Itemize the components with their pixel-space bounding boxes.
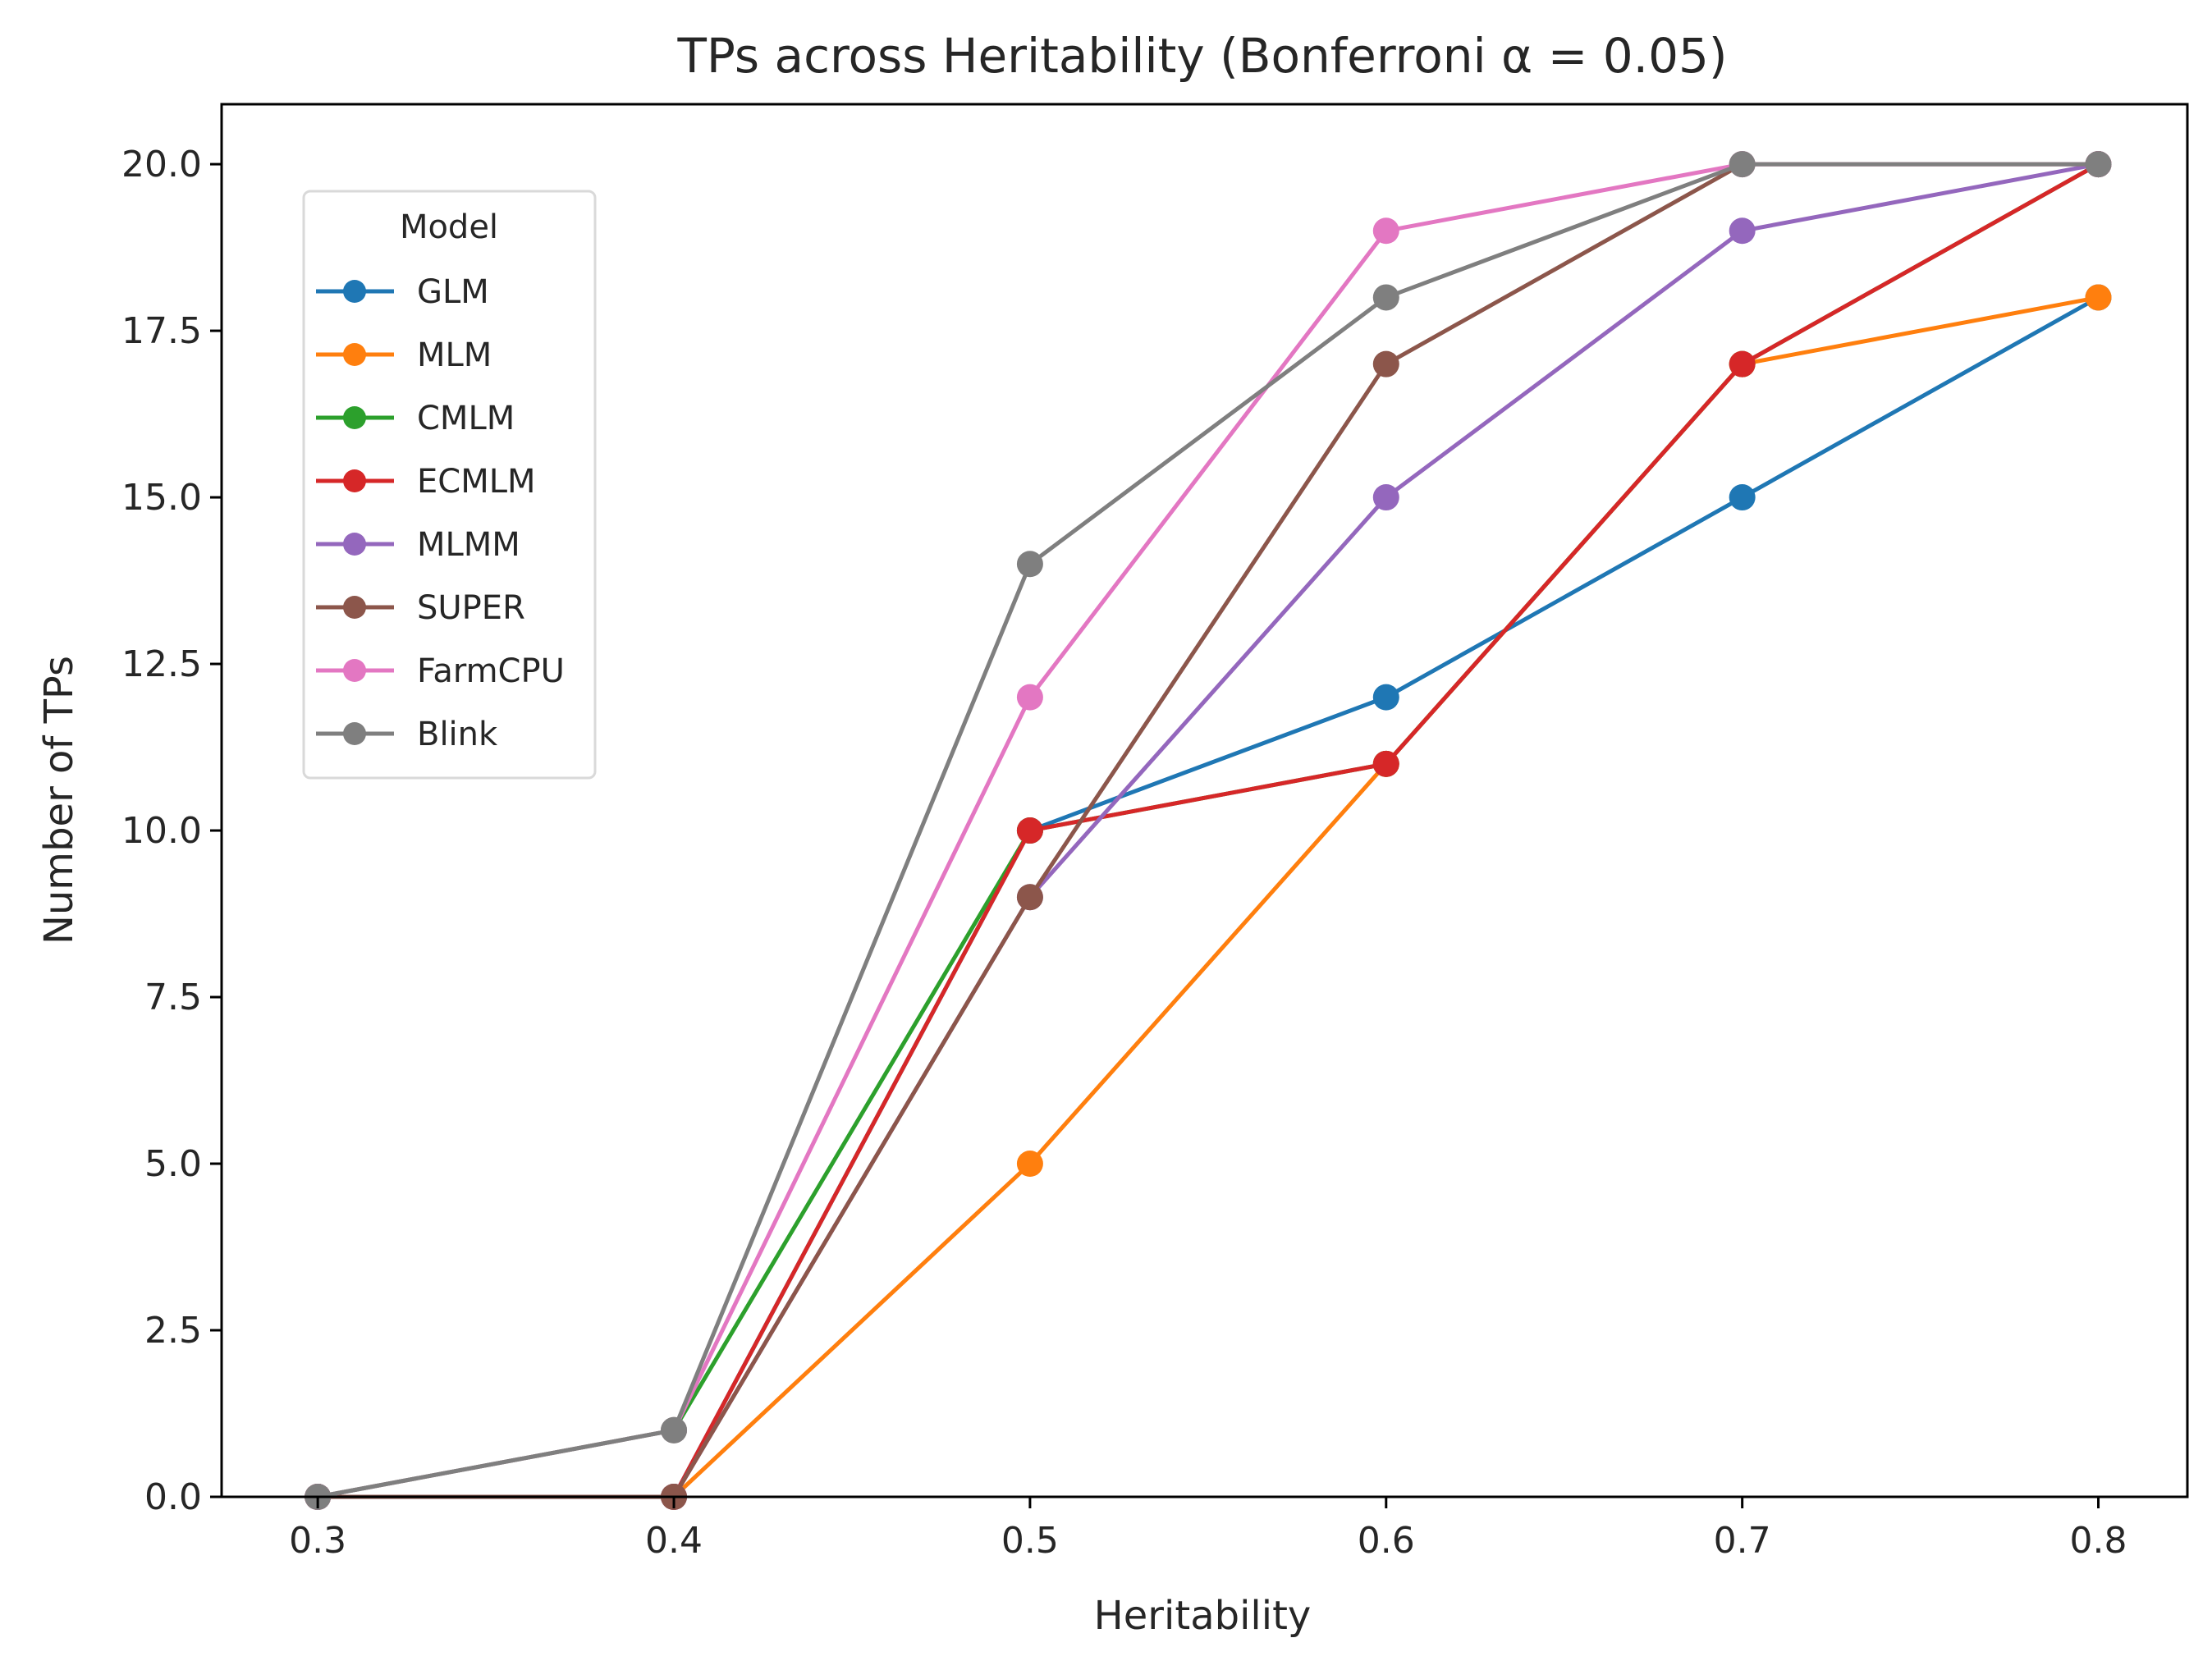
legend-item-glm: GLM <box>316 273 489 311</box>
y-tick-label: 5.0 <box>144 1143 202 1185</box>
legend-item-ecmlm: ECMLM <box>316 463 536 501</box>
data-point <box>1729 151 1756 178</box>
x-tick-label: 0.8 <box>2070 1520 2127 1562</box>
legend-marker <box>343 596 366 619</box>
y-tick-label: 10.0 <box>121 810 202 852</box>
legend-item-farmcpu: FarmCPU <box>316 652 565 690</box>
chart-title: TPs across Heritability (Bonferroni α = … <box>676 28 1727 84</box>
legend-label: Blink <box>417 716 498 753</box>
legend-title: Model <box>400 208 498 246</box>
legend-label: FarmCPU <box>417 652 565 690</box>
data-point <box>1372 284 1399 311</box>
y-axis-title: Number of TPs <box>36 656 82 945</box>
legend-marker <box>343 533 366 556</box>
legend-label: MLMM <box>417 526 520 564</box>
x-tick-label: 0.3 <box>289 1520 346 1562</box>
data-point <box>1016 551 1043 578</box>
legend-item-super: SUPER <box>316 589 525 627</box>
data-point <box>1372 684 1399 711</box>
legend-label: MLM <box>417 336 492 374</box>
data-point <box>1372 484 1399 511</box>
legend-label: SUPER <box>417 589 525 627</box>
legend-marker <box>343 406 366 429</box>
legend-label: ECMLM <box>417 463 536 501</box>
legend-marker <box>343 722 366 745</box>
data-point <box>2085 151 2112 178</box>
legend-item-blink: Blink <box>316 716 498 753</box>
data-point <box>1729 217 1756 245</box>
legend-marker <box>343 659 366 682</box>
legend-item-cmlm: CMLM <box>316 400 515 437</box>
data-point <box>1016 1151 1043 1178</box>
y-tick-label: 15.0 <box>121 477 202 519</box>
legend-label: GLM <box>417 273 489 311</box>
legend-marker <box>343 280 366 303</box>
data-point <box>1372 750 1399 777</box>
data-point <box>1372 350 1399 377</box>
x-tick-label: 0.7 <box>1714 1520 1771 1562</box>
x-axis-title: Heritability <box>1094 1593 1312 1639</box>
y-tick-label: 0.0 <box>144 1476 202 1518</box>
x-tick-label: 0.5 <box>1001 1520 1059 1562</box>
legend-item-mlmm: MLMM <box>316 526 520 564</box>
data-point <box>2085 284 2112 311</box>
data-point <box>1729 350 1756 377</box>
y-tick-label: 12.5 <box>121 643 202 685</box>
legend-label: CMLM <box>417 400 515 437</box>
y-axis: 0.0 2.5 5.0 7.5 10.0 12.5 15.0 17.5 20.0 <box>121 144 222 1518</box>
x-tick-label: 0.4 <box>645 1520 703 1562</box>
legend-entries: GLM MLM CMLM ECMLM MLMM SUPER FarmCPU Blink <box>316 273 565 753</box>
data-point <box>661 1416 688 1444</box>
y-tick-label: 7.5 <box>144 977 202 1018</box>
legend-item-mlm: MLM <box>316 336 492 374</box>
legend-box <box>302 190 597 780</box>
y-tick-label: 20.0 <box>121 144 202 185</box>
y-tick-label: 2.5 <box>144 1310 202 1352</box>
x-tick-label: 0.6 <box>1358 1520 1415 1562</box>
data-point <box>1016 884 1043 911</box>
y-tick-label: 17.5 <box>121 310 202 352</box>
series-line <box>317 162 2099 1499</box>
data-point <box>1729 484 1756 511</box>
legend-marker <box>343 343 366 366</box>
x-axis: 0.3 0.4 0.5 0.6 0.7 0.8 <box>289 1497 2127 1562</box>
legend-marker <box>343 469 366 492</box>
series-blink <box>305 151 2112 1510</box>
axes-frame <box>220 103 2189 1498</box>
data-point <box>1016 684 1043 711</box>
data-point <box>1016 817 1043 844</box>
legend: Model GLM MLM CMLM ECMLM MLMM SUPER FarmCPU Bli… <box>302 190 597 780</box>
data-point <box>1372 217 1399 245</box>
